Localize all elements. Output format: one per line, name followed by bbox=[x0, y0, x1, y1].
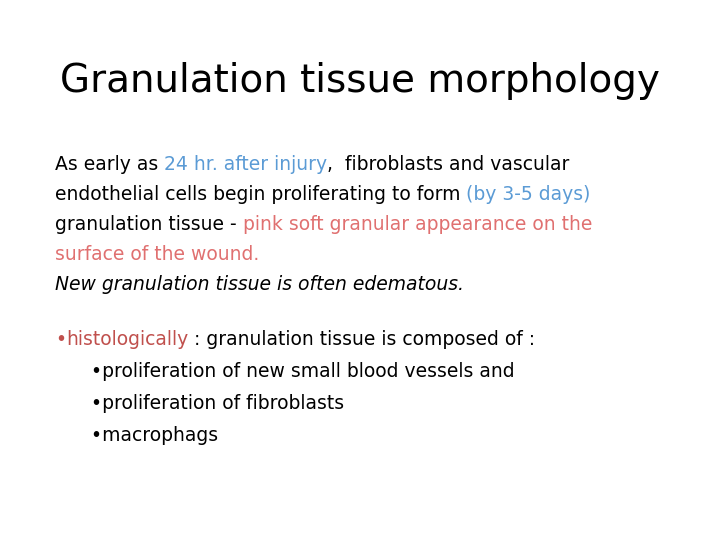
Text: granulation tissue -: granulation tissue - bbox=[55, 215, 243, 234]
Text: Granulation tissue morphology: Granulation tissue morphology bbox=[60, 62, 660, 100]
Text: •proliferation of fibroblasts: •proliferation of fibroblasts bbox=[55, 394, 344, 413]
Text: : granulation tissue is composed of :: : granulation tissue is composed of : bbox=[189, 330, 536, 349]
Text: As early as: As early as bbox=[55, 155, 164, 174]
Text: histologically: histologically bbox=[66, 330, 189, 349]
Text: ,  fibroblasts and vascular: , fibroblasts and vascular bbox=[328, 155, 570, 174]
Text: New granulation tissue is often edematous.: New granulation tissue is often edematou… bbox=[55, 275, 464, 294]
Text: surface of the wound.: surface of the wound. bbox=[55, 245, 259, 264]
Text: 24 hr. after injury: 24 hr. after injury bbox=[164, 155, 328, 174]
Text: •macrophags: •macrophags bbox=[55, 426, 218, 445]
Text: •: • bbox=[55, 330, 66, 349]
Text: endothelial cells begin proliferating to form: endothelial cells begin proliferating to… bbox=[55, 185, 467, 204]
Text: pink soft granular appearance on the: pink soft granular appearance on the bbox=[243, 215, 592, 234]
Text: (by 3-5 days): (by 3-5 days) bbox=[467, 185, 591, 204]
Text: •proliferation of new small blood vessels and: •proliferation of new small blood vessel… bbox=[55, 362, 515, 381]
